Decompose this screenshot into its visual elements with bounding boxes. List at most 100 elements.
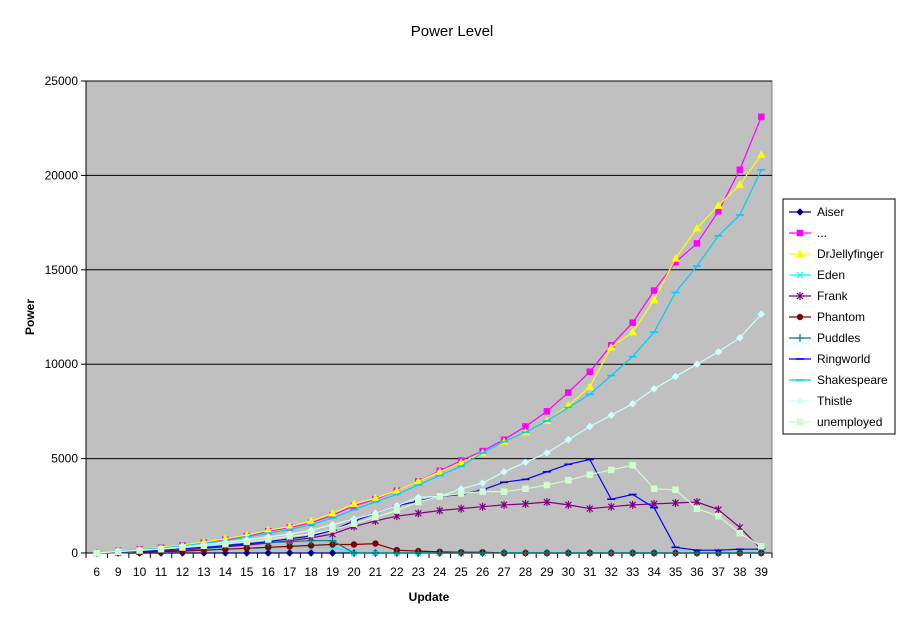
legend-label: Ringworld bbox=[817, 352, 870, 366]
data-point bbox=[500, 500, 508, 509]
x-tick-label: 21 bbox=[369, 565, 383, 579]
data-point bbox=[328, 508, 337, 517]
legend-label: Phantom bbox=[817, 310, 865, 324]
x-tick-label: 27 bbox=[497, 565, 511, 579]
data-point bbox=[650, 485, 658, 493]
data-point bbox=[457, 490, 465, 497]
x-tick-label: 11 bbox=[155, 565, 168, 579]
legend-label: Puddles bbox=[817, 331, 860, 345]
chart-title: Power Level bbox=[411, 23, 494, 40]
data-point bbox=[329, 526, 336, 533]
legend-marker bbox=[796, 418, 804, 426]
data-point bbox=[543, 408, 551, 415]
data-point bbox=[585, 549, 594, 557]
x-tick-label: 25 bbox=[454, 565, 468, 579]
legend-marker bbox=[796, 397, 804, 405]
data-point bbox=[222, 540, 229, 548]
x-tick-label: 28 bbox=[519, 565, 533, 579]
data-point bbox=[436, 506, 444, 515]
x-tick-label: 22 bbox=[390, 565, 404, 579]
data-point bbox=[671, 549, 680, 557]
data-point bbox=[479, 488, 486, 495]
data-point bbox=[414, 549, 423, 557]
data-point bbox=[436, 493, 443, 500]
data-point bbox=[607, 466, 615, 474]
x-tick-label: 20 bbox=[347, 565, 361, 579]
data-point bbox=[650, 287, 658, 294]
data-point bbox=[393, 507, 401, 514]
data-point bbox=[628, 399, 637, 408]
x-tick-label: 24 bbox=[433, 565, 447, 579]
data-point bbox=[500, 488, 508, 495]
x-tick-label: 9 bbox=[115, 565, 122, 579]
data-point bbox=[307, 530, 315, 538]
legend-label: DrJellyfinger bbox=[817, 247, 884, 261]
data-point bbox=[757, 310, 766, 319]
data-point bbox=[565, 389, 572, 396]
data-point bbox=[564, 500, 572, 509]
legend-item: ... bbox=[789, 226, 827, 240]
data-point bbox=[693, 505, 701, 512]
axes: 0 5000 10000 15000 20000 25000 6 9 10 11 12 13 14 15 1… bbox=[45, 74, 773, 579]
y-tick-label: 25000 bbox=[45, 74, 79, 88]
data-point bbox=[672, 486, 679, 494]
data-point bbox=[585, 382, 595, 391]
data-point bbox=[735, 180, 745, 189]
data-point bbox=[606, 342, 616, 351]
data-point bbox=[693, 240, 701, 247]
y-axis-title: Power bbox=[23, 299, 37, 335]
data-point bbox=[715, 208, 722, 215]
data-point bbox=[522, 499, 529, 508]
data-point bbox=[671, 253, 680, 262]
x-axis-title: Update bbox=[409, 590, 450, 604]
series-layer bbox=[92, 113, 766, 557]
data-point bbox=[650, 384, 658, 393]
data-point bbox=[650, 549, 659, 557]
data-point bbox=[415, 498, 422, 506]
data-point bbox=[672, 498, 679, 507]
data-point bbox=[692, 223, 702, 232]
legend-item: Aiser bbox=[789, 205, 844, 219]
series-line bbox=[96, 154, 762, 554]
legend-item: Thistle bbox=[789, 394, 853, 408]
data-point bbox=[179, 544, 186, 551]
data-point bbox=[735, 333, 744, 342]
x-tick-label: 35 bbox=[669, 565, 683, 579]
data-point bbox=[521, 458, 530, 467]
series-line bbox=[96, 464, 762, 554]
x-tick-label: 36 bbox=[690, 565, 704, 579]
data-point bbox=[350, 520, 358, 527]
data-point bbox=[285, 549, 294, 557]
data-point bbox=[607, 502, 615, 511]
data-point bbox=[500, 549, 509, 557]
data-point bbox=[564, 435, 573, 444]
data-point bbox=[350, 541, 358, 548]
data-point bbox=[629, 319, 636, 326]
data-point bbox=[758, 543, 765, 550]
data-point bbox=[693, 360, 701, 369]
x-tick-label: 19 bbox=[326, 565, 340, 579]
data-point bbox=[629, 461, 636, 469]
x-tick-label: 10 bbox=[133, 565, 147, 579]
data-point bbox=[457, 504, 465, 513]
data-point bbox=[628, 327, 638, 336]
data-point bbox=[157, 545, 165, 553]
data-point bbox=[478, 549, 487, 557]
data-point bbox=[349, 499, 359, 508]
x-tick-label: 29 bbox=[540, 565, 554, 579]
data-point bbox=[715, 512, 722, 520]
x-tick-label: 15 bbox=[240, 565, 254, 579]
data-point bbox=[586, 368, 594, 376]
data-point bbox=[693, 498, 701, 507]
x-tick-label: 13 bbox=[197, 565, 211, 579]
data-point bbox=[607, 411, 616, 420]
x-tick-label: 23 bbox=[412, 565, 426, 579]
legend-marker bbox=[796, 229, 804, 237]
x-tick-label: 17 bbox=[283, 565, 297, 579]
legend-item: Eden bbox=[789, 268, 845, 282]
series-line bbox=[96, 313, 762, 554]
data-point bbox=[328, 536, 337, 545]
x-tick-label: 32 bbox=[605, 565, 619, 579]
